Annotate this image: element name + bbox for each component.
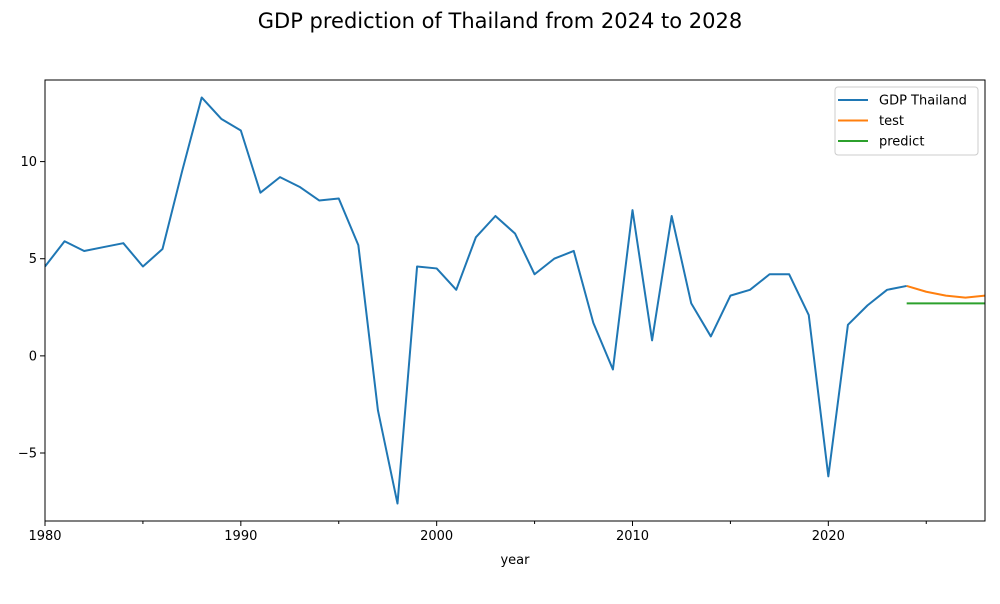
x-tick-label: 2000	[420, 529, 453, 544]
series-line-1	[906, 284, 985, 299]
x-tick-label: 1980	[28, 529, 61, 544]
legend: GDP Thailand test predict	[834, 86, 979, 156]
x-tick-label: 2010	[616, 529, 649, 544]
x-axis-label: year	[500, 553, 530, 568]
y-tick-label: 10	[20, 155, 37, 170]
legend-label-1: test	[879, 114, 904, 129]
series-layer	[45, 96, 985, 505]
series-line-0	[45, 96, 907, 505]
legend-box	[834, 86, 979, 156]
y-tick-label: −5	[18, 447, 37, 462]
chart-title: GDP prediction of Thailand from 2024 to …	[258, 9, 742, 33]
axes-layer: 1980 1990 2000 2010 2020 −5 0 5 10	[18, 79, 986, 544]
x-tick-label: 1990	[224, 529, 257, 544]
legend-label-0: GDP Thailand	[879, 94, 967, 109]
x-tick-label: 2020	[812, 529, 845, 544]
axes-frame	[44, 79, 986, 522]
y-tick-label: 0	[29, 349, 37, 364]
y-tick-label: 5	[29, 252, 37, 267]
legend-label-2: predict	[879, 135, 924, 150]
